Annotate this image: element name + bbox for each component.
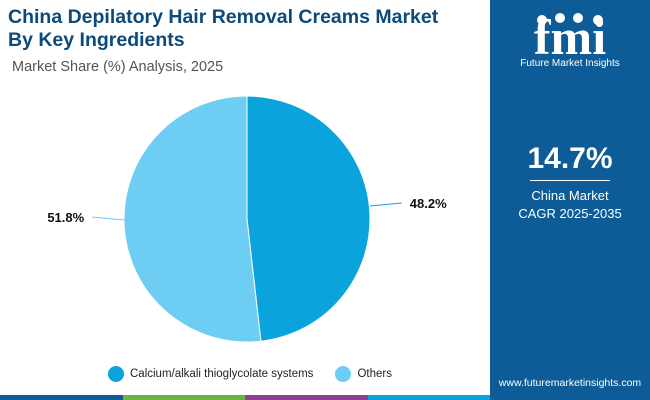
chart-subtitle: Market Share (%) Analysis, 2025 [12,59,224,75]
cagr-value: 14.7% [527,142,613,175]
sidebar-panel: fmi Future Market Insights 14.7% China M… [490,0,650,400]
website-link[interactable]: www.futuremarketinsights.com [498,377,642,389]
chart-title: China Depilatory Hair Removal Creams Mar… [8,6,483,52]
legend-swatch-others [335,366,352,382]
logo-dot-icon [537,15,547,25]
pie-chart: 48.2% 51.8% [47,95,447,343]
legend-item-calcium: Calcium/alkali thioglycolate systems [108,366,313,382]
logo-tagline: Future Market Insights [520,58,620,69]
bottom-bar-segment [367,395,490,400]
slice-others [123,95,262,343]
data-label: 48.2% [410,196,447,211]
legend-item-others: Others [335,366,392,382]
chart-panel: China Depilatory Hair Removal Creams Mar… [0,6,490,400]
legend-label-others: Others [357,368,392,380]
leader-line [92,216,125,221]
logo-dot-icon [593,15,603,25]
fmi-logo: fmi [534,10,606,65]
bottom-color-bar [0,395,490,400]
bottom-bar-segment [122,395,245,400]
logo-dot-icon [573,13,583,23]
cagr-label-period: CAGR 2025-2035 [518,206,622,221]
data-label: 51.8% [47,210,84,225]
bottom-bar-segment [245,395,368,400]
legend-label-calcium: Calcium/alkali thioglycolate systems [130,368,314,380]
leader-line [369,202,402,207]
slice-calcium-thioglycolate [246,95,371,342]
logo-dot-icon [555,13,565,23]
cagr-label-market: China Market [531,188,609,203]
cagr-divider [530,180,610,181]
chart-title-line-1: China Depilatory Hair Removal Creams Mar… [8,6,439,28]
chart-title-line-2: By Key Ingredients [8,29,185,51]
bottom-bar-segment [0,395,123,400]
legend: Calcium/alkali thioglycolate systems Oth… [108,366,414,382]
legend-swatch-calcium [108,366,124,382]
